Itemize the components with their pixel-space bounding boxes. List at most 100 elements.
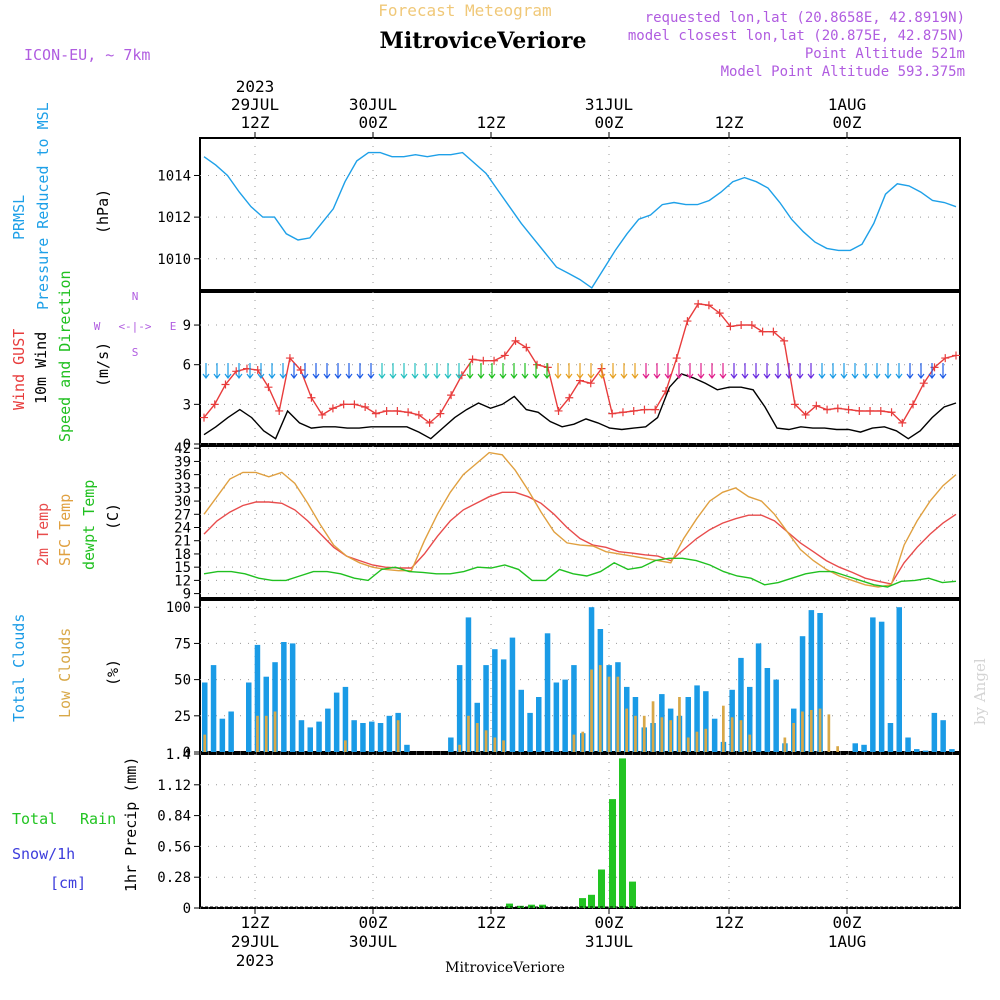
wind-direction-arrow (554, 363, 562, 379)
low-cloud-bar (695, 731, 699, 752)
top-hour-5: 12Z (715, 113, 744, 132)
gust-marker (543, 363, 552, 372)
low-cloud-bar (572, 734, 576, 752)
wind-direction-arrow (389, 363, 397, 379)
gust-marker (210, 400, 219, 409)
total-cloud-bar (870, 617, 876, 752)
wind-direction-arrow (631, 363, 639, 379)
low-cloud-bar (634, 715, 637, 752)
wind-direction-arrow (565, 363, 573, 379)
low-cloud-bar (651, 701, 655, 752)
gust-marker (296, 365, 305, 374)
wind-direction-arrow (521, 363, 529, 379)
gust-marker (704, 301, 713, 310)
bottom-hour-labels: 12Z 00Z 12Z 00Z 12Z 00Z (241, 913, 862, 932)
wind-direction-arrow (466, 363, 474, 379)
gust-marker (490, 356, 499, 365)
y-tick-label: 1.4 (166, 747, 191, 763)
wind-direction-arrow (356, 363, 364, 379)
total-cloud-bar (448, 737, 454, 752)
bottom-hour-2: 00Z (359, 913, 388, 932)
total-cloud-bar (773, 679, 779, 752)
low-cloud-bar (818, 708, 822, 752)
gust-marker (565, 393, 574, 402)
low-cloud-bar (273, 711, 277, 752)
wind-direction-arrow (884, 363, 892, 379)
top-date-1: 29JUL (231, 95, 279, 114)
wind-direction-arrow (774, 363, 782, 379)
gust-marker (371, 409, 380, 418)
wind-direction-arrow (917, 363, 925, 379)
rain-bar (588, 894, 595, 908)
y-tick-label: 25 (174, 709, 191, 725)
wind-direction-arrow (345, 363, 353, 379)
top-date-3: 31JUL (585, 95, 633, 114)
total-cloud-bar (949, 749, 955, 752)
wind-direction-arrow (202, 363, 210, 379)
total-cloud-bar (896, 607, 902, 752)
product-title: Forecast Meteogram (378, 1, 551, 20)
low-cloud-bar (678, 697, 681, 752)
gust-marker (833, 404, 842, 413)
gust-marker (522, 343, 531, 352)
wind-direction-arrow (301, 363, 309, 379)
panel-frame (199, 291, 961, 445)
total-cloud-bar (817, 613, 823, 752)
total-cloud-bar (219, 718, 226, 752)
temp-sfc-series (203, 451, 957, 588)
wind-direction-arrow (620, 363, 628, 379)
gust-marker (672, 354, 681, 363)
y-tick-label: 0 (183, 437, 191, 453)
total-cloud-bar (500, 659, 507, 752)
y-tick-label: 75 (174, 636, 191, 652)
low-cloud-bar (616, 676, 620, 752)
total-cloud-bar (254, 644, 261, 752)
gust-marker (393, 406, 402, 415)
wind-direction-arrow (455, 363, 463, 379)
cloud-panel-labels: Total Clouds Low Clouds (%) (10, 614, 122, 722)
gust-marker (844, 405, 853, 414)
total-cloud-bar (562, 679, 568, 752)
low-cloud-bar (396, 720, 400, 752)
gust-marker (221, 380, 230, 389)
bottom-hour-1: 12Z (241, 913, 270, 932)
wind-direction-arrow (510, 363, 518, 379)
gust-marker (651, 405, 660, 414)
pressure-label-2: Pressure Reduced to MSL (34, 102, 52, 310)
total-cloud-bar (316, 721, 322, 752)
wind-direction-arrow (488, 363, 496, 379)
requested-coords: requested lon,lat (20.8658E, 42.8919N) (645, 10, 965, 26)
wind-gust-label: Wind GUST (10, 329, 28, 410)
rain-bar (506, 903, 513, 908)
y-tick-label: 1014 (157, 168, 191, 184)
low-cloud-bar (739, 720, 743, 752)
total-cloud-bar (747, 686, 753, 752)
rain-bar (598, 869, 605, 908)
bottom-date-4: 1AUG (828, 932, 867, 951)
total-cloud-bar (878, 621, 885, 752)
wind-direction-arrow (741, 363, 749, 379)
precip-rain-label: Rain (80, 810, 116, 828)
y-tick-label: 12 (174, 573, 191, 589)
wind-unit: (m/s) (94, 342, 112, 387)
wind-direction-arrow (422, 363, 430, 379)
low-cloud-bar (642, 715, 646, 752)
total-cloud-bar (246, 682, 252, 752)
low-cloud-bar (660, 717, 664, 752)
gust-marker (758, 327, 767, 336)
y-tick-label: 36 (174, 468, 191, 484)
gust-marker (328, 404, 337, 413)
total-cloud-bar (940, 720, 946, 752)
wind-direction-arrow (829, 363, 837, 379)
wind-direction-arrow (851, 363, 859, 379)
y-tick-label: 6 (183, 358, 191, 374)
gust-marker (812, 401, 821, 410)
gust-marker (554, 406, 563, 415)
total-cloud-bar (210, 665, 217, 752)
rain-bar (609, 799, 616, 908)
wind-direction-arrow (587, 363, 595, 379)
total-cloud-bar (764, 668, 771, 752)
total-cloud-bar (544, 633, 551, 752)
wind-direction-arrow (730, 363, 738, 379)
gust-marker (909, 400, 918, 409)
